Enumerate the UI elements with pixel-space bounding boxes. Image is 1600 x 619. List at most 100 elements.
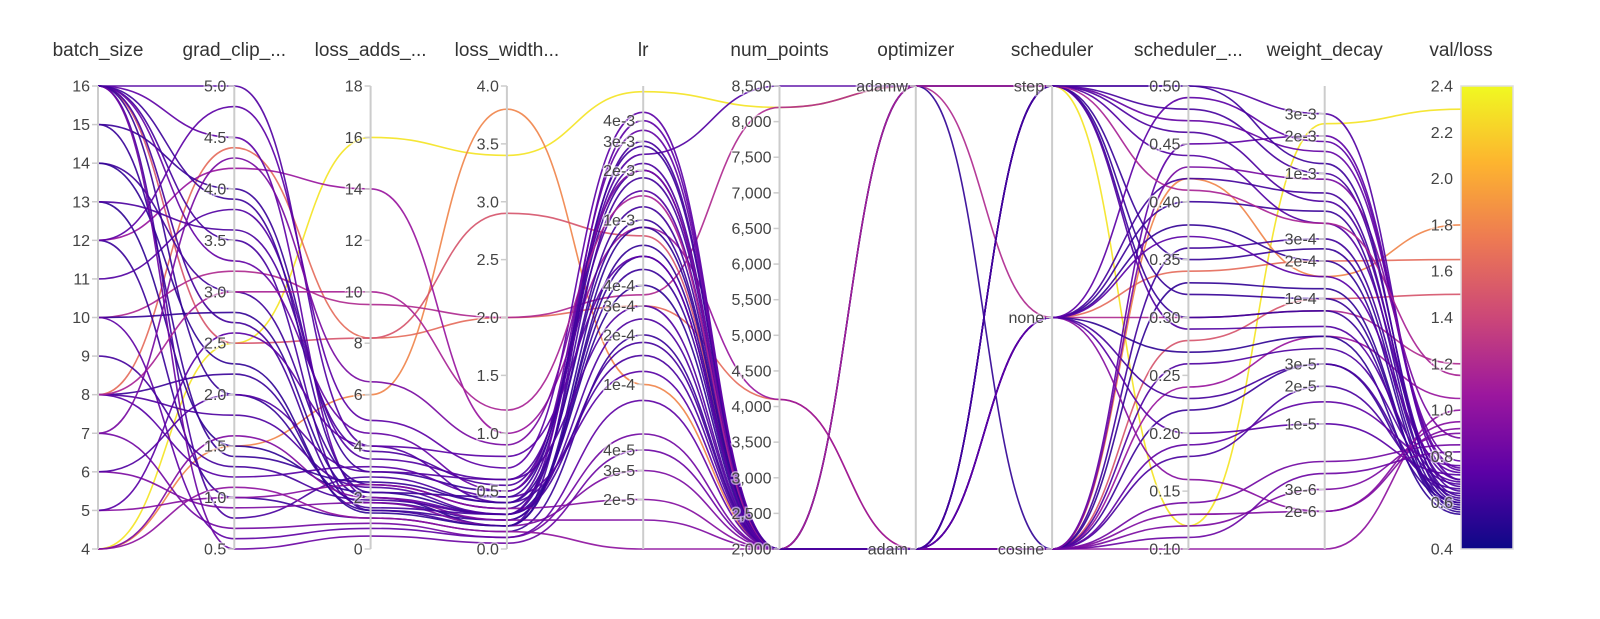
tick-label: 2e-3 bbox=[603, 163, 635, 180]
tick-label: 3,500 bbox=[731, 435, 771, 452]
tick-label: adam bbox=[868, 542, 908, 559]
tick-label: 5,000 bbox=[731, 328, 771, 345]
tick-label: 16 bbox=[345, 130, 363, 147]
axis-optimizer: optimizer adam adamw bbox=[855, 40, 955, 560]
tick-label: 2 bbox=[354, 490, 363, 507]
axis-lr: lr 2e-5 3e-5 4e-5 1e-4 2e-4 3e-4 4e-4 1e-3 2e-3 3e… bbox=[602, 40, 649, 549]
axis-scheduler: scheduler cosine none step bbox=[996, 40, 1094, 560]
tick-label: 6 bbox=[354, 387, 363, 404]
tick-label: 2.0 bbox=[1431, 171, 1453, 188]
tick-label: 0.45 bbox=[1149, 136, 1180, 153]
tick-label: 0.50 bbox=[1149, 79, 1180, 96]
tick-label: 3.0 bbox=[477, 194, 499, 211]
tick-label: 3,000 bbox=[731, 470, 771, 487]
tick-label: 8,000 bbox=[731, 114, 771, 131]
tick-label: 4 bbox=[81, 542, 90, 559]
axis-loss_adds: loss_adds_... 0 2 4 6 8 10 12 14 16 18 bbox=[315, 40, 427, 560]
tick-label: 3e-4 bbox=[603, 298, 635, 315]
run-line-31 bbox=[97, 96, 1462, 550]
colorbar-gradient[interactable] bbox=[1460, 85, 1514, 550]
axis-title[interactable]: loss_width... bbox=[455, 40, 560, 61]
axis-title[interactable]: scheduler bbox=[1011, 40, 1094, 61]
tick-label: 2.0 bbox=[204, 387, 226, 404]
tick-label: 3e-5 bbox=[603, 463, 635, 480]
tick-label: 13 bbox=[72, 194, 90, 211]
tick-label: 1.6 bbox=[1431, 264, 1453, 281]
tick-label: 5 bbox=[81, 503, 90, 520]
tick-label: 1.8 bbox=[1431, 217, 1453, 234]
run-line-6 bbox=[97, 167, 1462, 550]
run-line-25 bbox=[97, 427, 1462, 550]
run-line-32 bbox=[97, 316, 1462, 550]
tick-label: 0.10 bbox=[1149, 542, 1180, 559]
tick-label: 2.5 bbox=[204, 336, 226, 353]
tick-label: 1e-5 bbox=[1285, 416, 1317, 433]
tick-label: 2e-5 bbox=[603, 492, 635, 509]
tick-label: 3e-3 bbox=[603, 134, 635, 151]
tick-label: 1.0 bbox=[1431, 403, 1453, 420]
axis-title[interactable]: weight_decay bbox=[1266, 40, 1384, 61]
tick-label: 0.15 bbox=[1149, 484, 1180, 501]
tick-label: 3e-5 bbox=[1285, 357, 1317, 374]
axis-title[interactable]: num_points bbox=[730, 40, 828, 61]
run-line-39 bbox=[97, 85, 1462, 550]
axes: batch_size 4 5 6 7 8 9 10 11 12 13 14 15 16 grad_clip_… bbox=[53, 40, 1493, 560]
tick-label: 4,000 bbox=[731, 399, 771, 416]
tick-label: 2e-4 bbox=[1285, 253, 1317, 270]
tick-label: 2.4 bbox=[1431, 79, 1453, 96]
tick-label: 7,000 bbox=[731, 185, 771, 202]
tick-label: 10 bbox=[72, 310, 90, 327]
axis-title[interactable]: loss_adds_... bbox=[315, 40, 427, 61]
run-line-15 bbox=[97, 85, 1462, 550]
tick-label: 1.5 bbox=[204, 439, 226, 456]
tick-label: 8,500 bbox=[731, 79, 771, 96]
tick-label: 16 bbox=[72, 79, 90, 96]
axis-title[interactable]: grad_clip_... bbox=[183, 40, 287, 61]
tick-label: adamw bbox=[856, 79, 908, 96]
tick-label: 7,500 bbox=[731, 150, 771, 167]
axis-grad_clip: grad_clip_... 0.5 1.0 1.5 2.0 2.5 3.0 3.5 4.0 4.5… bbox=[183, 40, 287, 560]
tick-label: 6 bbox=[81, 464, 90, 481]
tick-label: 3e-3 bbox=[1285, 106, 1317, 123]
tick-label: 14 bbox=[72, 156, 90, 173]
run-line-13 bbox=[97, 201, 1462, 550]
tick-label: 1.5 bbox=[477, 368, 499, 385]
axis-title[interactable]: scheduler_... bbox=[1134, 40, 1243, 61]
axis-loss_width: loss_width... 0.0 0.5 1.0 1.5 2.0 2.5 3.0 3.5 4.0 bbox=[455, 40, 560, 560]
axis-title[interactable]: batch_size bbox=[53, 40, 144, 61]
tick-label: 15 bbox=[72, 117, 90, 134]
axis-title[interactable]: optimizer bbox=[877, 40, 955, 61]
axis-scheduler_param: scheduler_... 0.10 0.15 0.20 0.25 0.30 0.35 0.4… bbox=[1134, 40, 1243, 560]
tick-label: 18 bbox=[345, 79, 363, 96]
run-line-2 bbox=[97, 108, 1462, 550]
tick-label: 0.8 bbox=[1431, 449, 1453, 466]
tick-label: 0.25 bbox=[1149, 368, 1180, 385]
tick-label: 4.5 bbox=[204, 130, 226, 147]
run-line-7 bbox=[97, 85, 1462, 504]
run-line-38 bbox=[97, 157, 1462, 550]
tick-label: 11 bbox=[73, 271, 90, 288]
tick-label: 2e-4 bbox=[603, 327, 635, 344]
tick-label: 0.35 bbox=[1149, 252, 1180, 269]
axis-title[interactable]: lr bbox=[638, 40, 649, 61]
tick-label: 0 bbox=[354, 542, 363, 559]
tick-label: 1e-4 bbox=[603, 377, 635, 394]
run-line-21 bbox=[97, 432, 1462, 550]
tick-label: 2,500 bbox=[731, 506, 771, 523]
tick-label: 3e-6 bbox=[1285, 482, 1317, 499]
tick-label: 0.0 bbox=[477, 542, 499, 559]
run-line-36 bbox=[97, 235, 1462, 550]
tick-label: 6,000 bbox=[731, 257, 771, 274]
tick-label: 10 bbox=[345, 284, 363, 301]
axis-weight_decay: weight_decay 2e-6 3e-6 1e-5 2e-5 3e-5 1e-4 2e-4… bbox=[1266, 40, 1384, 549]
tick-label: 5.0 bbox=[204, 79, 226, 96]
tick-label: 12 bbox=[345, 233, 363, 250]
tick-label: 1.0 bbox=[204, 490, 226, 507]
tick-label: 0.40 bbox=[1149, 194, 1180, 211]
tick-label: 0.5 bbox=[204, 542, 226, 559]
axis-title[interactable]: val/loss bbox=[1429, 40, 1492, 61]
tick-label: 1e-3 bbox=[1285, 166, 1317, 183]
tick-label: 2.0 bbox=[477, 310, 499, 327]
tick-label: 0.20 bbox=[1149, 426, 1180, 443]
